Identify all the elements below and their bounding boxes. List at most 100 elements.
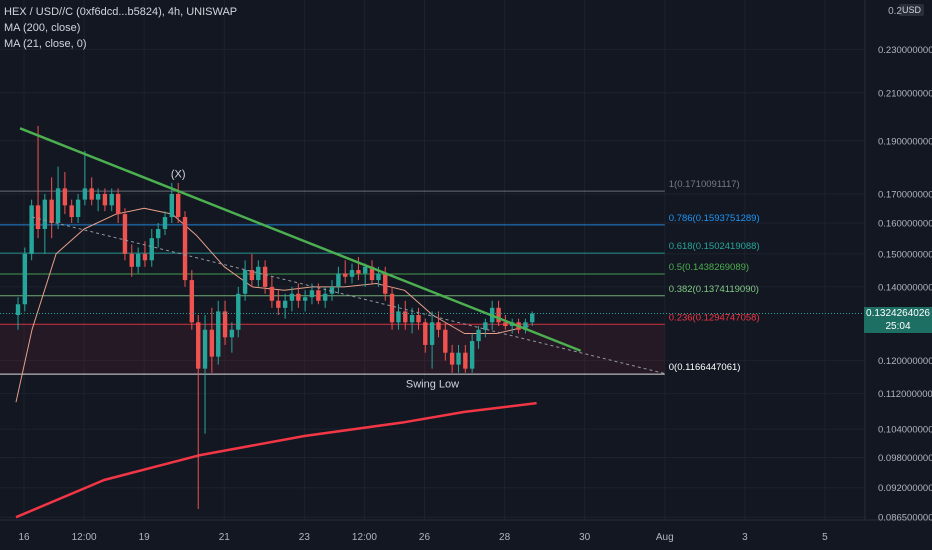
candle-body	[449, 352, 455, 365]
dotted-trendline	[31, 216, 665, 375]
candle-body	[95, 193, 101, 200]
candle-body	[309, 290, 315, 298]
candle-body	[222, 311, 228, 338]
annotations: (X) Swing Low	[0, 168, 865, 390]
candle-body	[503, 322, 508, 327]
legend-ma200[interactable]: MA (200, close)	[4, 22, 81, 34]
last-price-value: 0.1324264026	[866, 308, 930, 319]
candle-body	[129, 253, 134, 267]
candle-body	[363, 266, 368, 274]
candle-body	[316, 290, 321, 301]
candle-body	[55, 188, 61, 223]
candle-body	[296, 293, 301, 301]
time-tick-label: 23	[299, 532, 311, 543]
legend-symbol[interactable]: HEX / USD//C (0xf6dcd...b5824), 4h, UNIS…	[4, 6, 238, 18]
candle-body	[282, 300, 288, 308]
candle-body	[29, 205, 34, 254]
candle-body	[202, 329, 208, 369]
candle-body	[409, 315, 415, 323]
annotation-label: (X)	[171, 168, 186, 180]
time-tick-label: 28	[499, 532, 511, 543]
candle-body	[329, 286, 335, 294]
time-tick-label: 21	[219, 532, 231, 543]
axis-top-label: 0.2	[888, 6, 902, 17]
candle-body	[496, 307, 501, 323]
currency-badge[interactable]: USD	[898, 4, 924, 16]
time-tick-label: 30	[579, 532, 591, 543]
fib-retracement[interactable]: 1(0.1710091117) 0.786(0.1593751289) 0.618(…	[0, 179, 760, 375]
candle-body	[369, 266, 375, 281]
candle-body	[530, 313, 535, 323]
candle-body	[149, 238, 154, 261]
candle-body	[336, 273, 341, 287]
fib-level-label: 0.5(0.1438269089)	[669, 262, 749, 273]
candle-body	[483, 322, 488, 330]
candle-body	[322, 293, 328, 301]
candle-body	[109, 193, 114, 206]
candle-body	[262, 266, 268, 287]
candle-body	[443, 329, 448, 353]
fib-level-label: 0.236(0.1294747058)	[669, 312, 760, 323]
candle-body	[69, 205, 74, 218]
candle-body	[356, 270, 361, 274]
candle-body	[383, 273, 388, 294]
candle-body	[155, 229, 161, 239]
time-tick-label: 3	[742, 532, 748, 543]
candle-body	[523, 322, 528, 330]
time-tick-label: 16	[18, 532, 30, 543]
candle-body	[49, 199, 54, 223]
time-tick-label: 19	[139, 532, 151, 543]
candle-body	[289, 293, 295, 301]
time-axis[interactable]: 16 12:00 19 21 23 12:00 26 28 30 Aug 3 5	[18, 532, 828, 543]
candle-body	[276, 300, 281, 308]
fib-level-label: 0(0.1166447061)	[669, 362, 741, 373]
candle-body	[189, 280, 195, 323]
time-tick-label: 26	[419, 532, 431, 543]
candle-body	[229, 329, 235, 338]
time-tick-label: Aug	[656, 532, 674, 543]
time-tick-label: 12:00	[352, 532, 377, 543]
candle-body	[216, 311, 221, 357]
fib-level-label: 1(0.1710091117)	[669, 179, 740, 190]
fib-level-label: 0.618(0.1502419088)	[669, 241, 760, 252]
candle-body	[396, 311, 401, 323]
price-tick-label: 0.0865000000	[878, 513, 932, 524]
candles[interactable]	[15, 125, 535, 510]
candle-body	[436, 322, 441, 330]
candle-body	[102, 193, 108, 206]
candle-body	[256, 266, 261, 281]
candle-body	[115, 193, 121, 215]
candle-body	[22, 253, 28, 305]
legend-ma21[interactable]: MA (21, close, 0)	[4, 38, 87, 50]
descending-trendline	[19, 127, 582, 352]
candle-body	[169, 193, 174, 218]
candle-body	[423, 322, 428, 345]
candle-body	[209, 329, 215, 357]
candle-body	[142, 253, 148, 261]
last-price-tag: 0.1324264026 25:04	[864, 307, 932, 333]
candle-body	[62, 188, 68, 206]
candle-body	[35, 205, 41, 230]
trendlines[interactable]	[19, 127, 665, 375]
candle-body	[176, 193, 181, 218]
candle-body	[249, 270, 255, 281]
candle-body	[82, 188, 88, 200]
candle-body	[75, 199, 81, 218]
candle-body	[416, 315, 421, 323]
candle-body	[403, 311, 408, 323]
candle-body	[196, 322, 201, 369]
candle-body	[469, 341, 475, 369]
annotation-label: Swing Low	[406, 378, 459, 390]
candle-body	[429, 322, 435, 345]
